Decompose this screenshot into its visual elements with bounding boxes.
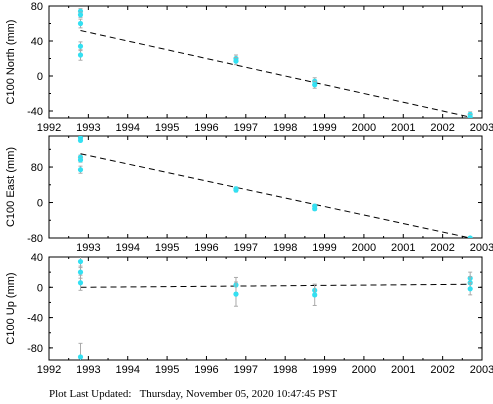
x-tick-label: 1998 — [273, 122, 297, 134]
data-point — [77, 258, 84, 265]
panel-3: 1992 1993 1994 1995 1996 1997 1998 1999 2000 2001… — [5, 252, 493, 376]
x-tick-label: 1994 — [115, 242, 139, 254]
x-tick-label: 1998 — [273, 364, 297, 376]
y-tick-label: 0 — [37, 71, 43, 83]
y-tick-label: 80 — [31, 1, 43, 13]
data-point — [467, 286, 473, 292]
x-tick-label: 2000 — [352, 364, 376, 376]
y-tick-label: 0 — [37, 282, 43, 294]
data-point — [233, 58, 239, 64]
x-tick-label: 2001 — [391, 122, 415, 134]
data-point — [467, 235, 473, 238]
x-tick-label: 1999 — [312, 122, 336, 134]
x-tick-label: 1999 — [312, 242, 336, 254]
x-tick-label: 1996 — [194, 364, 218, 376]
plot-frame — [48, 135, 483, 239]
x-tick-label: 1995 — [155, 364, 179, 376]
x-tick-label: 2002 — [430, 242, 454, 254]
footer-timestamp: Thursday, November 05, 2020 10:47:45 PST — [139, 388, 338, 400]
data-point — [312, 292, 318, 298]
data-point — [77, 137, 84, 144]
data-layer — [77, 257, 473, 360]
data-point — [77, 269, 84, 275]
trend-line — [80, 283, 471, 288]
x-tick-label: 1994 — [115, 122, 139, 134]
x-tick-label: 1997 — [234, 122, 258, 134]
x-tick-label: 1992 — [37, 122, 61, 134]
y-tick-label: -40 — [27, 106, 43, 118]
x-tick-label: 1995 — [155, 122, 179, 134]
x-tick-label: 1997 — [234, 242, 258, 254]
trend-line — [80, 153, 471, 238]
data-point — [77, 52, 84, 58]
plot-frame — [48, 5, 483, 119]
data-layer — [77, 136, 473, 238]
y-tick-label: -40 — [27, 313, 43, 325]
y-tick-label: -80 — [27, 343, 43, 355]
y-tick-label: 40 — [31, 252, 43, 264]
y-tick-label: 0 — [37, 198, 43, 210]
footer-label: Plot Last Updated: — [49, 388, 132, 400]
data-point — [467, 114, 473, 118]
data-point — [77, 354, 84, 360]
x-tick-label: 1996 — [194, 122, 218, 134]
plot-updated-footer: Plot Last Updated: Thursday, November 05… — [49, 388, 337, 400]
x-tick-label: 2002 — [430, 122, 454, 134]
data-point — [233, 291, 239, 297]
data-point — [77, 12, 84, 18]
plot-frame — [48, 256, 483, 361]
panel-2: 1993 1994 1995 1996 1997 1998 1999 2000 2001 2002… — [5, 135, 493, 254]
panel-1: 1992 1993 1994 1995 1996 1997 1998 1999 2000 2001… — [5, 1, 493, 134]
x-tick-label: 2000 — [352, 242, 376, 254]
x-tick-label: 1996 — [194, 242, 218, 254]
data-point — [312, 206, 318, 212]
data-point — [77, 43, 84, 49]
x-tick-label: 2001 — [391, 242, 415, 254]
x-tick-label: 1998 — [273, 242, 297, 254]
data-point — [312, 82, 318, 88]
x-tick-label: 1993 — [76, 242, 100, 254]
data-layer — [77, 8, 473, 118]
x-tick-label: 2000 — [352, 122, 376, 134]
data-point — [77, 157, 84, 163]
trend-line — [80, 30, 471, 118]
x-tick-label: 2003 — [470, 364, 493, 376]
data-point — [77, 280, 84, 286]
x-tick-label: 1994 — [115, 364, 139, 376]
y-tick-label: 40 — [31, 36, 43, 48]
y-axis-label: C100 Up (mm) — [5, 272, 17, 344]
x-tick-label: 2003 — [470, 242, 493, 254]
data-point — [233, 187, 239, 193]
x-tick-label: 2001 — [391, 364, 415, 376]
x-tick-label: 1993 — [76, 364, 100, 376]
y-tick-label: 80 — [31, 162, 43, 174]
x-tick-label: 2003 — [470, 122, 493, 134]
data-point — [77, 167, 84, 173]
x-tick-label: 1995 — [155, 242, 179, 254]
y-axis-label: C100 North (mm) — [5, 20, 17, 105]
x-tick-label: 1993 — [76, 122, 100, 134]
x-tick-label: 1999 — [312, 364, 336, 376]
x-tick-label: 1997 — [234, 364, 258, 376]
data-point — [77, 20, 84, 27]
y-tick-label: -80 — [27, 233, 43, 245]
x-tick-label: 2002 — [430, 364, 454, 376]
y-axis-label: C100 East (mm) — [5, 147, 17, 227]
x-tick-label: 1992 — [37, 364, 61, 376]
